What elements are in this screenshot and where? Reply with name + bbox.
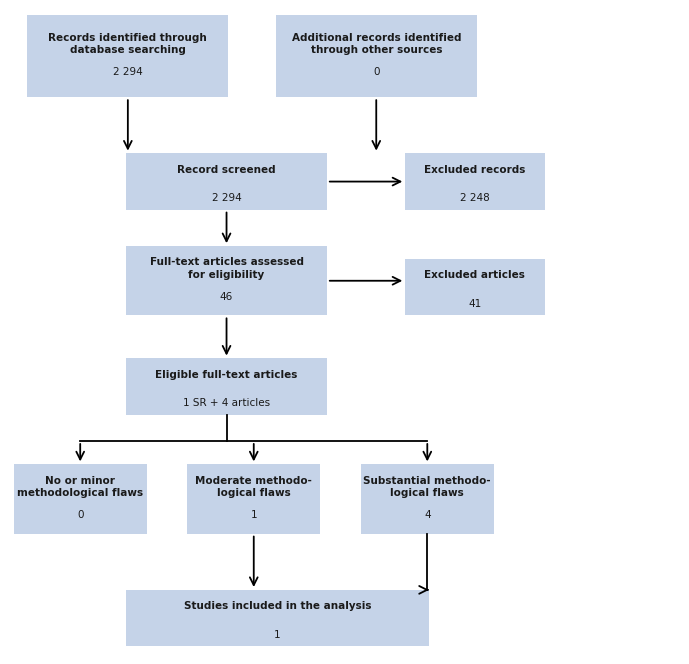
Text: 1 SR + 4 articles: 1 SR + 4 articles <box>183 398 270 408</box>
Text: 2 294: 2 294 <box>113 68 143 78</box>
Text: Additional records identified
through other sources: Additional records identified through ot… <box>291 33 461 55</box>
Text: Full-text articles assessed
for eligibility: Full-text articles assessed for eligibil… <box>150 258 304 280</box>
Text: 46: 46 <box>220 292 233 302</box>
FancyBboxPatch shape <box>276 15 477 97</box>
Text: Excluded records: Excluded records <box>424 165 526 175</box>
FancyBboxPatch shape <box>187 464 320 534</box>
FancyBboxPatch shape <box>126 153 327 210</box>
FancyBboxPatch shape <box>28 15 228 97</box>
FancyBboxPatch shape <box>405 259 545 315</box>
FancyBboxPatch shape <box>126 246 327 315</box>
Text: 41: 41 <box>469 299 482 309</box>
FancyBboxPatch shape <box>14 464 147 534</box>
Text: Records identified through
database searching: Records identified through database sear… <box>48 33 207 55</box>
Text: 1: 1 <box>274 629 281 639</box>
Text: 2 248: 2 248 <box>460 193 490 203</box>
Text: Substantial methodo-
logical flaws: Substantial methodo- logical flaws <box>364 475 491 499</box>
Text: Eligible full-text articles: Eligible full-text articles <box>155 370 298 380</box>
Text: 0: 0 <box>373 68 380 78</box>
Text: No or minor
methodological flaws: No or minor methodological flaws <box>17 475 143 499</box>
Text: Excluded articles: Excluded articles <box>424 270 526 280</box>
FancyBboxPatch shape <box>126 590 429 646</box>
Text: Studies included in the analysis: Studies included in the analysis <box>184 601 371 611</box>
FancyBboxPatch shape <box>126 359 327 414</box>
Text: 1: 1 <box>250 511 257 521</box>
Text: Moderate methodo-
logical flaws: Moderate methodo- logical flaws <box>195 475 312 499</box>
Text: 4: 4 <box>424 511 431 521</box>
FancyBboxPatch shape <box>405 153 545 210</box>
FancyBboxPatch shape <box>361 464 493 534</box>
Text: 0: 0 <box>77 511 83 521</box>
Text: Record screened: Record screened <box>177 165 276 175</box>
Text: 2 294: 2 294 <box>212 193 241 203</box>
